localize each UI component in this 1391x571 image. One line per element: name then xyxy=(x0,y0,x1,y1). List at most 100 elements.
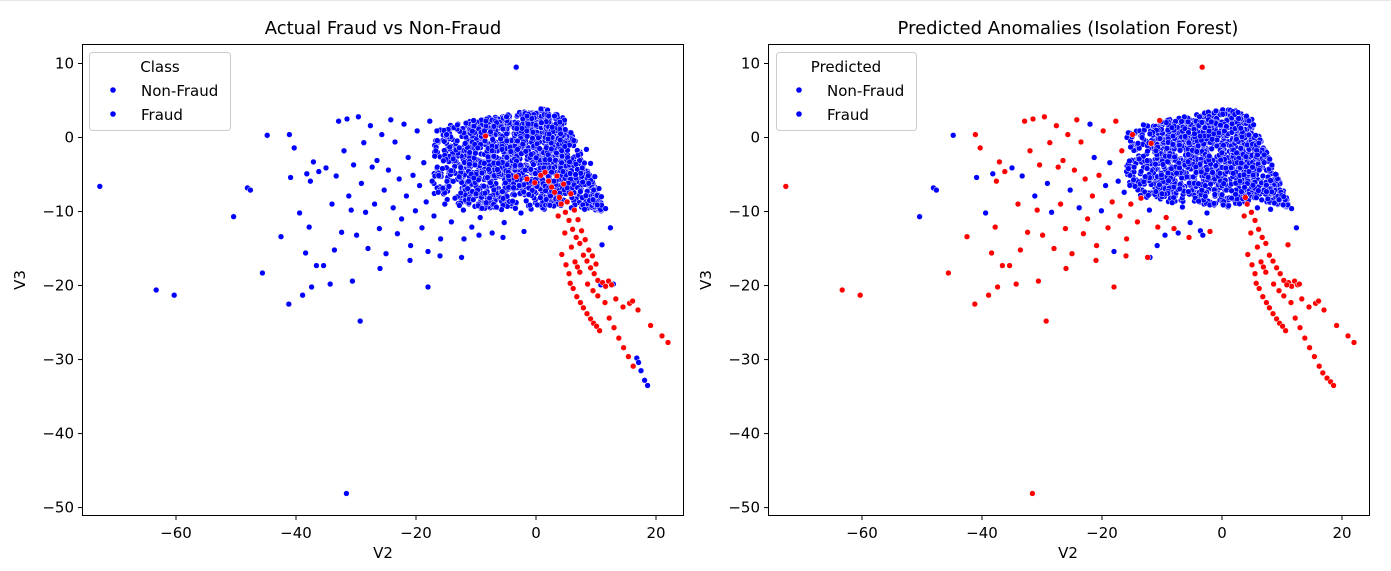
fraud-point xyxy=(576,240,583,247)
fraud-point xyxy=(996,158,1003,166)
non-fraud-point xyxy=(480,183,487,190)
fraud-point xyxy=(1251,217,1259,224)
y-tick-label: −10 xyxy=(42,203,74,221)
fraud-point xyxy=(1320,306,1328,314)
non-fraud-point xyxy=(548,169,555,176)
non-fraud-point xyxy=(547,192,554,200)
fraud-point xyxy=(1298,295,1305,303)
non-fraud-point xyxy=(315,168,322,175)
fraud-point xyxy=(1055,163,1062,171)
non-fraud-point xyxy=(1091,154,1098,161)
fraud-point xyxy=(573,293,580,300)
non-fraud-point xyxy=(1176,164,1183,172)
fraud-point xyxy=(523,175,531,183)
non-fraud-point xyxy=(505,172,512,180)
legend-marker-fraud xyxy=(796,111,802,117)
non-fraud-point xyxy=(1268,161,1276,169)
fraud-point xyxy=(1282,327,1289,334)
y-tick-label: −20 xyxy=(42,277,74,295)
non-fraud-point xyxy=(1255,139,1263,147)
non-fraud-point xyxy=(1152,188,1160,195)
fraud-point xyxy=(1275,287,1283,294)
non-fraud-point xyxy=(456,202,463,209)
non-fraud-point xyxy=(424,248,432,255)
non-fraud-point xyxy=(973,174,980,181)
fraud-point xyxy=(993,178,1000,185)
y-tick-label: −50 xyxy=(728,499,760,517)
non-fraud-point xyxy=(468,223,475,231)
legend-marker-fraud xyxy=(110,111,116,117)
fraud-point xyxy=(610,324,618,331)
non-fraud-point xyxy=(1245,117,1253,124)
non-fraud-point xyxy=(1233,136,1240,143)
non-fraud-point xyxy=(481,127,488,135)
non-fraud-point xyxy=(1168,124,1176,131)
fraud-point xyxy=(1273,315,1280,323)
fraud-point xyxy=(1014,200,1022,208)
fraud-point xyxy=(562,209,569,216)
non-fraud-point xyxy=(426,118,433,125)
fraud-point xyxy=(592,260,600,268)
non-fraud-point xyxy=(1145,192,1152,199)
non-fraud-point xyxy=(1166,153,1173,160)
non-fraud-point xyxy=(1146,130,1154,138)
non-fraud-point xyxy=(1106,159,1113,166)
non-fraud-point xyxy=(153,286,160,294)
non-fraud-point xyxy=(381,186,388,194)
non-fraud-point xyxy=(551,112,558,120)
non-fraud-point xyxy=(291,144,298,152)
y-tick-label: −20 xyxy=(728,277,760,295)
left-plot-ticks: −60 −40 −20 0 20 10 0 −10 −20 −30 −40 −50 xyxy=(42,55,665,542)
non-fraud-point xyxy=(595,185,603,192)
y-tick-label: −30 xyxy=(728,351,760,369)
non-fraud-point xyxy=(482,117,490,125)
fraud-point xyxy=(1123,235,1130,243)
fraud-point xyxy=(591,270,598,277)
fraud-point xyxy=(1089,192,1096,200)
fraud-point xyxy=(1092,257,1100,264)
non-fraud-point xyxy=(1204,166,1211,173)
non-fraud-point xyxy=(607,224,614,231)
non-fraud-point xyxy=(526,202,534,209)
fraud-point xyxy=(1062,225,1069,232)
non-fraud-point xyxy=(472,150,479,157)
non-fraud-point xyxy=(348,206,355,214)
non-fraud-point xyxy=(1008,164,1016,172)
fraud-point xyxy=(1292,314,1299,322)
fraud-point xyxy=(1068,250,1076,257)
left-plot-points xyxy=(96,64,672,497)
fraud-point xyxy=(1170,225,1178,232)
non-fraud-point xyxy=(507,148,514,155)
non-fraud-point xyxy=(306,223,313,231)
non-fraud-point xyxy=(1125,165,1132,172)
fraud-point xyxy=(1021,118,1028,125)
left-plot-y-label: V3 xyxy=(11,270,29,290)
non-fraud-point xyxy=(286,131,293,138)
fraud-point xyxy=(1242,194,1249,201)
non-fraud-point xyxy=(1019,172,1026,180)
y-tick-label: 10 xyxy=(741,55,760,73)
non-fraud-point xyxy=(1183,173,1190,180)
fraud-point xyxy=(1280,292,1287,300)
x-tick-label: 20 xyxy=(1332,524,1351,542)
non-fraud-point xyxy=(589,196,597,203)
non-fraud-point xyxy=(1210,200,1218,207)
non-fraud-point xyxy=(398,215,405,223)
non-fraud-point xyxy=(1178,118,1185,125)
right-plot-title: Predicted Anomalies (Isolation Forest) xyxy=(898,18,1239,39)
non-fraud-point xyxy=(546,202,554,209)
non-fraud-point xyxy=(478,169,486,177)
non-fraud-point xyxy=(391,138,399,146)
y-tick-label: −40 xyxy=(42,425,74,443)
non-fraud-point xyxy=(432,147,439,154)
non-fraud-point xyxy=(1176,147,1184,154)
fraud-point xyxy=(1080,230,1087,237)
fraud-point xyxy=(1241,212,1248,220)
non-fraud-point xyxy=(484,153,492,160)
non-fraud-point xyxy=(1130,164,1138,171)
fraud-point xyxy=(1043,317,1050,325)
non-fraud-point xyxy=(1158,171,1165,179)
fraud-point xyxy=(1283,281,1290,288)
right-plot-frame xyxy=(768,44,1370,516)
